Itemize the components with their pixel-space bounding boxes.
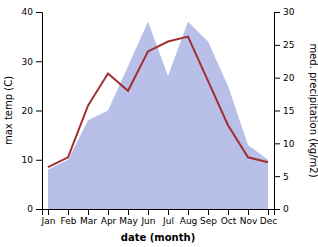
y2-tick: 15 [274, 106, 294, 116]
x-tick: Sep [200, 209, 217, 226]
y-tick-mark [36, 12, 42, 13]
x-tick-mark [208, 209, 209, 215]
y-tick-mark [36, 61, 42, 62]
x-tick: Apr [101, 209, 117, 226]
axis-line [275, 13, 281, 210]
y2-tick-label: 5 [283, 172, 289, 182]
y-tick-mark [36, 160, 42, 161]
x-tick-mark [128, 209, 129, 215]
y2-tick-label: 20 [283, 73, 295, 83]
x-tick-label: Jan [41, 216, 56, 226]
x-axis-title: date (month) [121, 232, 195, 243]
x-tick-mark [168, 209, 169, 215]
y2-tick-mark [274, 111, 280, 112]
x-tick-mark [68, 209, 69, 215]
x-tick-mark [188, 209, 189, 215]
y-tick-label: 40 [22, 7, 34, 17]
x-tick-mark [88, 209, 89, 215]
y2-tick-label: 0 [283, 204, 289, 214]
y-tick: 0 [27, 204, 42, 214]
y-tick: 30 [22, 57, 42, 67]
y2-tick-label: 15 [283, 106, 294, 116]
y2-tick-label: 30 [283, 7, 295, 17]
x-tick-label: Jun [140, 216, 155, 226]
y-tick: 20 [22, 106, 42, 116]
x-tick-label: Nov [240, 216, 258, 226]
axis-line [43, 210, 275, 216]
x-tick: May [119, 209, 138, 226]
y-tick-label: 10 [22, 155, 34, 165]
y2-tick-mark [274, 12, 280, 13]
y2-tick-mark [274, 176, 280, 177]
y2-axis-title: med. precipitation (kg/m2) [308, 43, 318, 177]
y2-tick: 25 [274, 40, 294, 50]
y2-tick-mark [274, 209, 280, 210]
x-tick-label: Oct [221, 216, 237, 226]
x-tick-label: Dec [260, 216, 277, 226]
x-tick-label: Sep [200, 216, 217, 226]
y-axis-title: max temp (C) [3, 76, 14, 145]
precipitation-area [48, 22, 268, 209]
y2-tick: 10 [274, 139, 295, 149]
y-tick-mark [36, 209, 42, 210]
x-tick-mark [228, 209, 229, 215]
x-axis: Jan FebMar AprMayJun Jul AugSep OctNovDec [41, 209, 278, 226]
y-tick-mark [36, 111, 42, 112]
y2-tick-mark [274, 78, 280, 79]
x-tick-label: Apr [101, 216, 117, 226]
y2-tick: 0 [274, 204, 289, 214]
plot: Jan FebMar AprMayJun Jul AugSep OctNovDec 0 10 2… [22, 7, 295, 226]
y-tick-label: 20 [22, 106, 34, 116]
y2-tick-mark [274, 45, 280, 46]
y-tick: 40 [22, 7, 42, 17]
chart: Jan FebMar AprMayJun Jul AugSep OctNovDec 0 10 2… [0, 0, 318, 247]
x-tick-mark [248, 209, 249, 215]
x-tick-mark [108, 209, 109, 215]
x-tick-mark [48, 209, 49, 215]
x-tick: Jan [41, 209, 56, 226]
y2-tick-label: 25 [283, 40, 294, 50]
y-tick-label: 30 [22, 57, 34, 67]
y-axis: 0 10 20 30 40 [22, 7, 43, 214]
x-tick: Feb [61, 209, 77, 226]
x-tick: Mar [80, 209, 97, 226]
x-tick-mark [148, 209, 149, 215]
x-tick-label: Feb [61, 216, 77, 226]
temperature-line [48, 37, 268, 168]
y2-tick: 20 [274, 73, 295, 83]
axis-line [36, 13, 43, 210]
x-tick: Dec [260, 209, 277, 226]
y-tick-label: 0 [27, 204, 33, 214]
y2-tick: 5 [274, 172, 289, 182]
y2-tick-label: 10 [283, 139, 295, 149]
y2-axis: 0 5 10 15 20 25 30 [274, 7, 295, 214]
x-tick: Nov [240, 209, 258, 226]
x-tick: Oct [221, 209, 237, 226]
marks [48, 22, 268, 209]
x-tick: Jul [162, 209, 174, 226]
x-tick-label: Jul [162, 216, 174, 226]
y2-tick: 30 [274, 7, 295, 17]
y2-tick-mark [274, 143, 280, 144]
x-tick-label: Mar [80, 216, 97, 226]
x-tick: Jun [140, 209, 155, 226]
x-tick-mark [268, 209, 269, 215]
x-tick-label: Aug [180, 216, 198, 226]
x-tick-label: May [119, 216, 138, 226]
x-tick: Aug [180, 209, 198, 226]
y-tick: 10 [22, 155, 42, 165]
